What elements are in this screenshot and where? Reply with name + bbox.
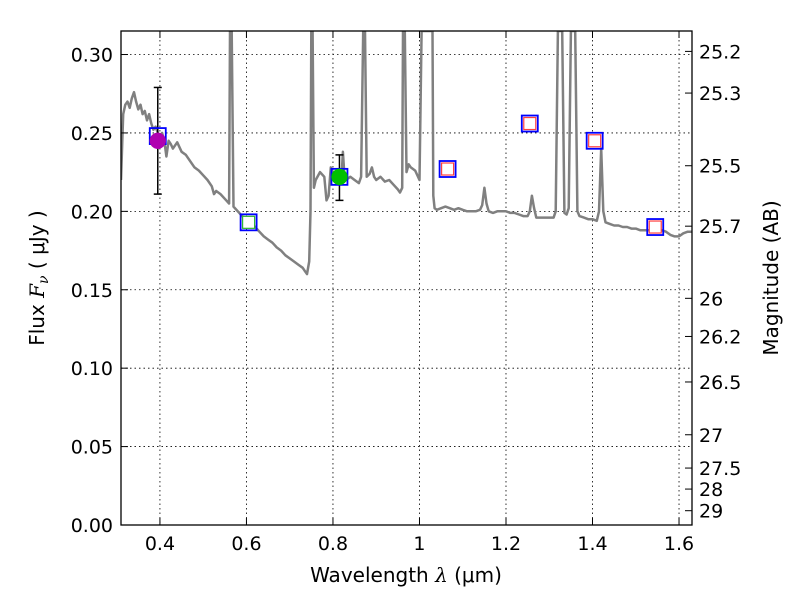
magnitude-tick-label: 26.5 xyxy=(699,372,741,394)
detection-points xyxy=(149,132,348,186)
magnitude-tick-label: 28 xyxy=(699,479,723,501)
y-tick-label: 0.20 xyxy=(71,201,113,223)
magnitude-tick-label: 25.5 xyxy=(699,156,741,178)
x-axis-label: Wavelength λ (μm) xyxy=(310,563,502,587)
photometry-square xyxy=(242,215,256,229)
model-box xyxy=(520,114,539,133)
y-tick-label: 0.10 xyxy=(71,358,113,380)
detection-point xyxy=(149,132,167,150)
model-box xyxy=(646,218,665,236)
photometry-square xyxy=(440,162,455,176)
x-axis-ticks: 0.4 0.6 0.8 1 1.2 1.4 1.6 xyxy=(145,31,694,555)
model-spectrum-line xyxy=(121,31,692,276)
y-tick-label: 0.00 xyxy=(71,515,113,537)
y-tick-label: 0.05 xyxy=(71,437,113,459)
x-tick-label: 0.8 xyxy=(318,533,348,555)
magnitude-tick-label: 25.2 xyxy=(699,41,741,63)
model-box xyxy=(239,213,258,232)
x-tick-label: 0.6 xyxy=(231,533,261,555)
magnitude-tick-label: 27.5 xyxy=(699,458,741,480)
x-tick-label: 1.6 xyxy=(664,533,694,555)
x-tick-label: 1.2 xyxy=(491,533,521,555)
photometry-square xyxy=(588,134,602,148)
magnitude-tick-label: 25.3 xyxy=(699,83,741,105)
magnitude-tick-label: 25.7 xyxy=(699,216,741,238)
x-tick-label: 0.4 xyxy=(145,533,175,555)
magnitude-tick-label: 26 xyxy=(699,288,723,310)
x-tick-label: 1 xyxy=(413,533,425,555)
plot-area xyxy=(121,31,692,276)
photometry-squares xyxy=(242,116,662,234)
magnitude-tick-label: 27 xyxy=(699,425,723,447)
y-axis-label: Flux Fν ( μJy ) xyxy=(25,210,52,346)
y-axis-ticks: 0.00 0.05 0.10 0.15 0.20 0.25 0.30 xyxy=(71,45,128,537)
detection-point xyxy=(331,168,348,186)
magnitude-axis-label: Magnitude (AB) xyxy=(759,200,783,355)
y-tick-label: 0.25 xyxy=(71,123,113,145)
x-tick-label: 1.4 xyxy=(577,533,607,555)
model-box xyxy=(438,160,457,178)
y-tick-label: 0.30 xyxy=(71,45,113,67)
model-box xyxy=(585,131,604,150)
photometry-square xyxy=(648,220,662,234)
magnitude-tick-label: 26.2 xyxy=(699,326,741,348)
plot-frame xyxy=(120,30,693,526)
y-tick-label: 0.15 xyxy=(71,280,113,302)
photometry-square xyxy=(523,116,537,131)
magnitude-tick-label: 29 xyxy=(699,501,723,523)
